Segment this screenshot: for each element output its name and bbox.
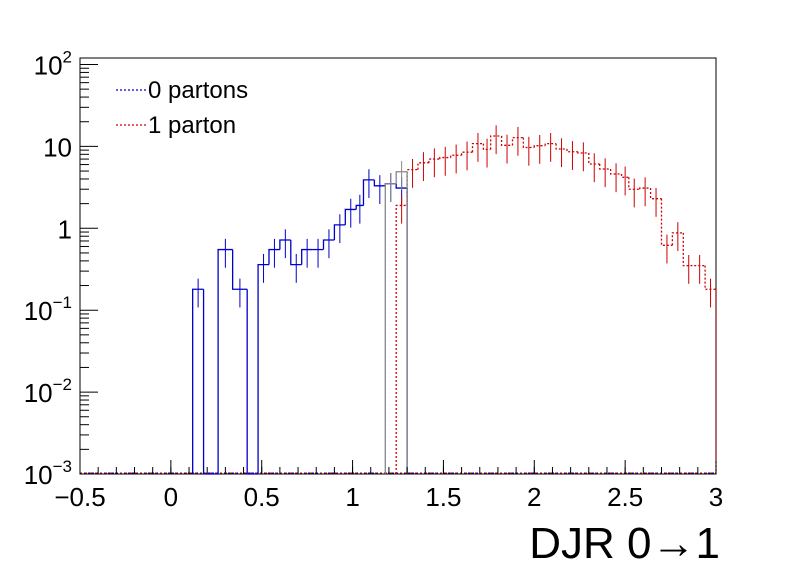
zero-partons-bin <box>290 239 302 266</box>
one-parton-bin <box>566 148 578 153</box>
zero-partons-bin <box>373 179 386 187</box>
zero-partons-bin <box>395 183 408 189</box>
total-histogram <box>384 161 408 474</box>
zero-partons-bin <box>301 248 313 265</box>
total-bin <box>384 183 397 474</box>
y-tick-label: 102 <box>34 47 72 80</box>
zero-partons-bin <box>246 289 259 475</box>
x-tick-label: 3 <box>709 482 723 512</box>
zero-partons-bin <box>217 248 233 474</box>
zero-partons-bin <box>268 248 280 265</box>
one-parton-bin <box>544 143 557 146</box>
y-tick-label: 10−1 <box>24 293 72 326</box>
one-parton-bin <box>460 151 473 156</box>
x-tick-label: 0.5 <box>244 482 280 512</box>
zero-partons-bin <box>202 289 219 475</box>
x-tick-label: 2 <box>527 482 541 512</box>
one-parton-bin <box>428 158 440 163</box>
one-parton-bin <box>649 188 662 200</box>
zero-partons-bin <box>231 249 248 290</box>
zero-partons-histogram <box>192 169 408 475</box>
y-tick-label: 10−2 <box>24 375 72 408</box>
zero-partons-bin <box>192 288 204 474</box>
one-parton-bin <box>439 156 451 160</box>
one-parton-bin <box>490 135 502 150</box>
one-parton-bin <box>599 163 611 170</box>
zero-partons-bin <box>362 179 375 206</box>
one-parton-bin <box>450 154 462 158</box>
zero-partons-bin <box>257 263 269 474</box>
one-parton-bin <box>639 187 651 190</box>
one-parton-histogram <box>395 125 717 474</box>
one-parton-bin <box>500 135 513 146</box>
x-tick-label: 1.5 <box>425 482 461 512</box>
one-parton-bin <box>395 204 408 474</box>
y-tick-label: 10−3 <box>24 457 72 490</box>
zero-partons-bin <box>344 208 357 225</box>
one-parton-bin <box>609 168 622 175</box>
zero-partons-bin <box>333 224 346 240</box>
one-parton-bin <box>577 151 589 154</box>
one-parton-bin <box>471 143 484 153</box>
zero-partons-bin <box>279 239 291 250</box>
zero-partons-bin <box>322 239 335 250</box>
x-tick-label: −0.5 <box>54 482 105 512</box>
legend: 0 partons 1 parton <box>116 77 248 139</box>
one-parton-bin <box>555 143 567 150</box>
x-tick-label: 1 <box>345 482 359 512</box>
one-parton-bin <box>671 232 684 246</box>
one-parton-bin <box>533 145 546 148</box>
x-tick-label: 2.5 <box>607 482 643 512</box>
plot-frame <box>79 57 717 475</box>
zero-partons-bin <box>355 204 364 210</box>
legend-label-0-partons: 0 partons <box>148 77 248 104</box>
total-bin <box>395 171 408 184</box>
one-parton-bin <box>660 198 673 246</box>
one-parton-bin <box>482 143 491 151</box>
y-tick-label: 10 <box>43 132 72 162</box>
one-parton-bin <box>620 174 629 178</box>
legend-label-1-parton: 1 parton <box>148 112 236 139</box>
one-parton-bin <box>522 137 535 149</box>
y-tick-label: 1 <box>58 214 72 244</box>
x-axis-title: DJR 0→1 <box>529 519 720 568</box>
one-parton-bin <box>682 232 695 267</box>
x-tick-label: 0 <box>164 482 178 512</box>
